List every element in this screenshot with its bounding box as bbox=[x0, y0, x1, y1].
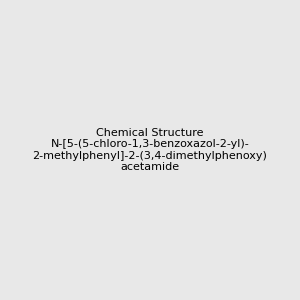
Text: Chemical Structure
N-[5-(5-chloro-1,3-benzoxazol-2-yl)-
2-methylphenyl]-2-(3,4-d: Chemical Structure N-[5-(5-chloro-1,3-be… bbox=[33, 128, 267, 172]
